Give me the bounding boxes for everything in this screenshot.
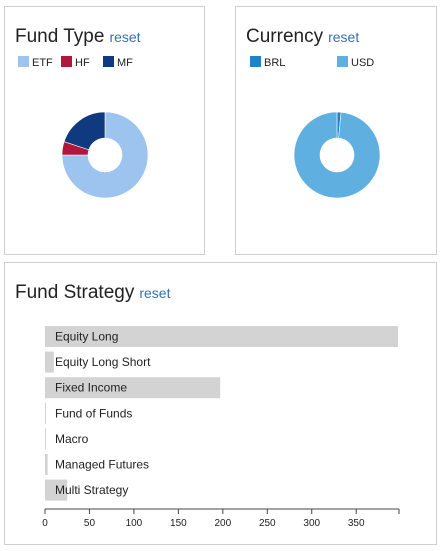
bar-label-fixed-income: Fixed Income	[55, 381, 127, 395]
bar-label-fund-of-funds: Fund of Funds	[55, 406, 132, 420]
currency-slice-usd[interactable]	[293, 111, 381, 199]
x-tick-label-150: 150	[170, 518, 187, 529]
bar-label-macro: Macro	[55, 432, 89, 446]
bar-label-equity-long-short: Equity Long Short	[55, 355, 151, 369]
x-tick-label-350: 350	[348, 518, 365, 529]
x-tick-label-100: 100	[126, 518, 143, 529]
bar-managed-futures[interactable]	[45, 454, 48, 475]
legend-label-usd: USD	[351, 57, 375, 69]
legend-label-hf: HF	[75, 57, 90, 69]
fund-type-slice-etf[interactable]	[61, 111, 149, 199]
usd-swatch	[337, 56, 348, 67]
fund-strategy-bar-chart: Equity Long Equity Long Short Fixed Income…	[42, 326, 400, 529]
x-tick-label-0: 0	[42, 518, 48, 529]
currency-title: Currency reset	[246, 26, 359, 48]
brl-swatch	[250, 56, 261, 67]
fund-type-reset-link[interactable]: reset	[109, 29, 141, 45]
fund-strategy-title-text: Fund Strategy	[15, 282, 135, 303]
legend-item-hf[interactable]: HF	[61, 56, 90, 69]
bar-equity-long[interactable]	[45, 326, 398, 347]
legend-item-mf[interactable]: MF	[103, 56, 133, 69]
fund-type-panel: Fund Type reset ETF HF MF	[4, 6, 205, 255]
hf-swatch	[61, 56, 72, 67]
x-tick-label-200: 200	[214, 518, 231, 529]
mf-swatch	[103, 56, 114, 67]
legend-item-etf[interactable]: ETF	[18, 56, 53, 69]
fund-type-title: Fund Type reset	[15, 26, 141, 48]
bar-macro[interactable]	[45, 428, 46, 450]
x-tick-label-50: 50	[84, 518, 96, 529]
legend-item-usd[interactable]: USD	[337, 56, 374, 69]
fund-type-slice-mf[interactable]	[63, 111, 106, 151]
legend-label-etf: ETF	[32, 57, 53, 69]
bar-label-multi-strategy: Multi Strategy	[55, 483, 128, 497]
bar-label-equity-long: Equity Long	[55, 330, 118, 344]
legend-item-brl[interactable]: BRL	[250, 56, 285, 69]
bar-fixed-income[interactable]	[45, 377, 221, 399]
currency-donut-chart	[293, 111, 381, 199]
fund-type-title-text: Fund Type	[15, 26, 105, 47]
legend-label-brl: BRL	[264, 57, 286, 69]
x-tick-label-300: 300	[303, 518, 320, 529]
bar-label-managed-futures: Managed Futures	[55, 458, 149, 472]
legend-label-mf: MF	[117, 57, 133, 69]
bar-multi-strategy[interactable]	[45, 479, 68, 501]
currency-title-text: Currency	[246, 26, 324, 47]
currency-reset-link[interactable]: reset	[328, 29, 360, 45]
fund-strategy-title: Fund Strategy reset	[15, 282, 170, 304]
fund-strategy-panel: Fund Strategy reset Equity Long Equity Lon…	[4, 262, 437, 545]
currency-panel: Currency reset BRL USD	[235, 6, 437, 255]
bar-fund-of-funds[interactable]	[45, 402, 46, 424]
x-tick-label-250: 250	[259, 518, 276, 529]
fund-type-donut-chart	[61, 111, 149, 199]
fund-strategy-reset-link[interactable]: reset	[139, 285, 171, 301]
bar-equity-long-short[interactable]	[45, 351, 54, 373]
etf-swatch	[18, 56, 29, 67]
